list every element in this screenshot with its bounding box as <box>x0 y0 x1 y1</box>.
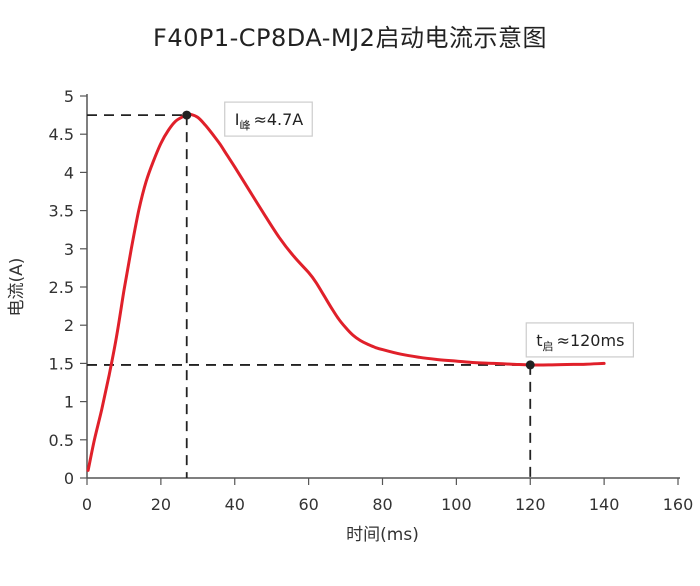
y-tick-label: 1.5 <box>49 354 74 373</box>
x-axis-ticks: 0 20 40 60 80 100 120 140 160 <box>82 478 693 514</box>
y-tick-label: 1 <box>64 393 74 412</box>
y-axis-title: 电流(A) <box>7 258 27 317</box>
x-axis-title: 时间(ms) <box>346 525 419 545</box>
annotation-box-frame <box>224 101 313 137</box>
x-tick-label: 0 <box>82 495 92 514</box>
annotation-markers <box>182 110 535 370</box>
x-tick-label: 120 <box>515 495 546 514</box>
annotation-box: t启 ≈120ms <box>525 322 635 358</box>
y-tick-label: 0 <box>64 469 74 488</box>
y-tick-label: 3 <box>64 240 74 259</box>
y-tick-label: 3.5 <box>49 202 74 221</box>
y-axis-ticks: 0 0.5 1 1.5 2 2.5 3 3.5 4 4.5 5 <box>49 87 87 488</box>
y-tick-label: 2 <box>64 316 74 335</box>
x-tick-label: 140 <box>589 495 620 514</box>
axes <box>86 94 680 479</box>
y-tick-label: 5 <box>64 87 74 106</box>
current-curve-line <box>86 112 606 472</box>
annotation-point-marker <box>525 360 535 370</box>
y-tick-label: 2.5 <box>49 278 74 297</box>
x-tick-label: 80 <box>372 495 392 514</box>
x-tick-label: 100 <box>441 495 472 514</box>
y-tick-label: 0.5 <box>49 431 74 450</box>
annotation-point-marker <box>182 110 192 120</box>
x-tick-label: 40 <box>225 495 245 514</box>
chart-title: F40P1-CP8DA-MJ2启动电流示意图 <box>153 24 547 52</box>
x-tick-label: 20 <box>151 495 171 514</box>
annotation-boxes: I峰 ≈4.7A t启 ≈120ms <box>224 101 635 358</box>
guide-lines <box>87 114 532 478</box>
x-tick-label: 160 <box>663 495 694 514</box>
annotation-label: I峰 ≈4.7A <box>235 110 304 132</box>
x-tick-label: 60 <box>298 495 318 514</box>
y-tick-label: 4 <box>64 163 74 182</box>
annotation-box-frame <box>525 322 635 358</box>
annotation-box: I峰 ≈4.7A <box>224 101 313 137</box>
annotation-label: t启 ≈120ms <box>536 331 624 353</box>
y-tick-label: 4.5 <box>49 125 74 144</box>
